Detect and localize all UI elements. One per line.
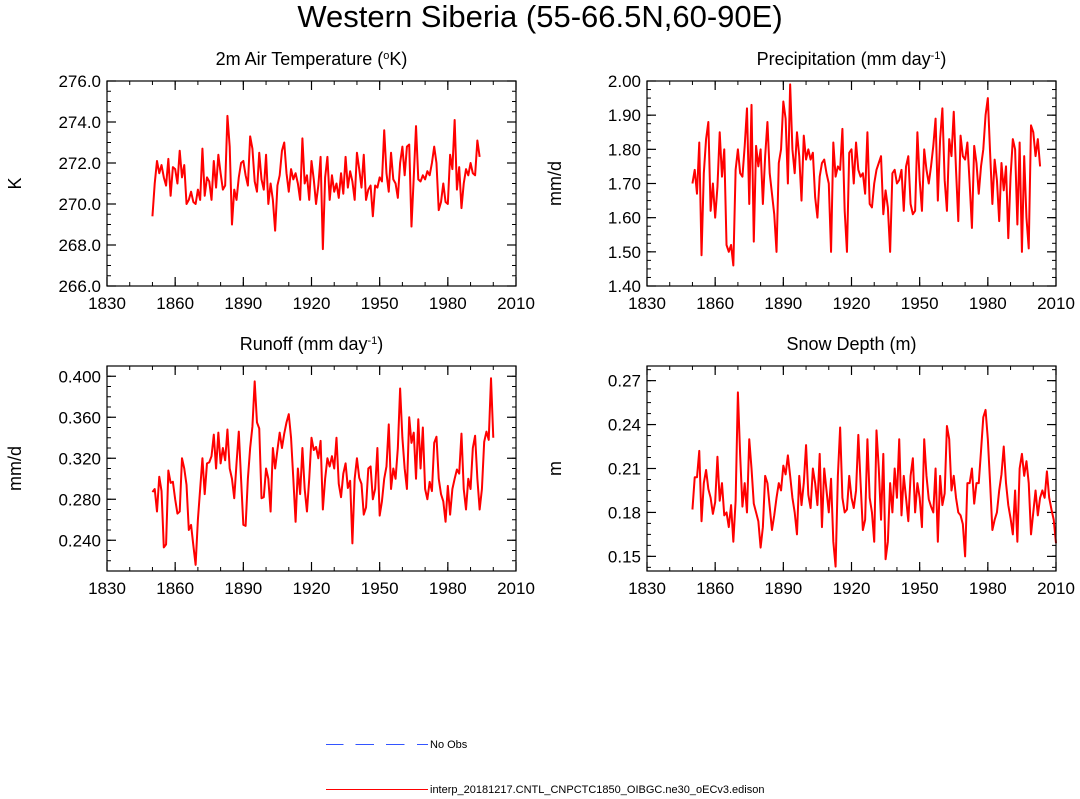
chart-title-main: Snow Depth (m) bbox=[786, 334, 916, 354]
chart-title-sup: -1 bbox=[931, 50, 941, 62]
y-tick-label: 266.0 bbox=[58, 277, 101, 296]
chart-precipitation: Precipitation (mm day-1) mm/d 1830 1860 1890… bbox=[545, 49, 1075, 313]
x-tick-label: 1890 bbox=[224, 579, 262, 598]
x-tick-label: 1860 bbox=[156, 579, 194, 598]
chart-air-temperature: 2m Air Temperature (oK) K 1830 1860 1890 1920… bbox=[5, 49, 535, 313]
page-title: Western Siberia (55-66.5N,60-90E) bbox=[297, 0, 783, 34]
x-tick-label: 1920 bbox=[293, 294, 331, 313]
plot-frame bbox=[106, 80, 517, 287]
x-tick-label: 1830 bbox=[628, 579, 666, 598]
x-tick-label: 1920 bbox=[833, 579, 871, 598]
x-tick-label: 1980 bbox=[969, 579, 1007, 598]
chart-title-main: Runoff (mm day bbox=[240, 334, 368, 354]
x-tick-label: 2010 bbox=[497, 579, 535, 598]
y-tick-label: 0.360 bbox=[58, 408, 101, 427]
chart-title-end: K) bbox=[389, 49, 407, 69]
legend-dashed-line bbox=[326, 744, 428, 745]
x-tick-label: 1920 bbox=[833, 294, 871, 313]
y-tick-label: 274.0 bbox=[58, 113, 101, 132]
y-tick-label: 0.24 bbox=[608, 416, 641, 435]
x-tick-label: 1980 bbox=[969, 294, 1007, 313]
chart-title-sup: -1 bbox=[367, 335, 377, 347]
x-tick-label: 1890 bbox=[764, 294, 802, 313]
y-tick-label: 1.60 bbox=[608, 209, 641, 228]
chart-runoff: Runoff (mm day-1) mm/d 1830 1860 1890 1920 195… bbox=[5, 334, 535, 598]
y-axis-label: m bbox=[545, 461, 565, 476]
y-tick-label: 1.50 bbox=[608, 243, 641, 262]
plot-frame bbox=[106, 365, 517, 572]
y-tick-label: 1.40 bbox=[608, 277, 641, 296]
y-tick-label: 0.240 bbox=[58, 531, 101, 550]
x-tick-label: 1890 bbox=[764, 579, 802, 598]
y-tick-label: 2.00 bbox=[608, 72, 641, 91]
x-tick-label: 1980 bbox=[429, 579, 467, 598]
y-tick-label: 0.21 bbox=[608, 460, 641, 479]
plot-frame bbox=[646, 80, 1057, 287]
x-tick-label: 1830 bbox=[88, 294, 126, 313]
y-axis-label: mm/d bbox=[545, 161, 565, 206]
x-tick-label: 1860 bbox=[696, 294, 734, 313]
x-tick-label: 1830 bbox=[628, 294, 666, 313]
y-tick-label: 0.27 bbox=[608, 372, 641, 391]
legend-entry-no-obs: No Obs bbox=[326, 738, 706, 752]
y-tick-label: 1.70 bbox=[608, 175, 641, 194]
x-tick-label: 1950 bbox=[361, 579, 399, 598]
legend-solid-line bbox=[326, 789, 428, 790]
x-tick-label: 1980 bbox=[429, 294, 467, 313]
y-axis-label: K bbox=[5, 177, 25, 189]
chart-title-main: Precipitation (mm day bbox=[757, 49, 931, 69]
series-line-model bbox=[151, 377, 495, 566]
chart-title-end: ) bbox=[377, 334, 383, 354]
legend-label-model: interp_20181217.CNTL_CNPCTC1850_OIBGC.ne… bbox=[430, 784, 765, 796]
x-tick-label: 1890 bbox=[224, 294, 262, 313]
x-tick-label: 1860 bbox=[696, 579, 734, 598]
legend: No Obs interp_20181217.CNTL_CNPCTC1850_O… bbox=[0, 720, 1080, 799]
y-tick-label: 276.0 bbox=[58, 72, 101, 91]
y-tick-label: 0.18 bbox=[608, 503, 641, 522]
legend-label-no-obs: No Obs bbox=[430, 739, 468, 751]
x-tick-label: 1950 bbox=[361, 294, 399, 313]
x-tick-label: 1920 bbox=[293, 579, 331, 598]
chart-title: Precipitation (mm day-1) bbox=[757, 49, 947, 69]
y-tick-label: 1.80 bbox=[608, 140, 641, 159]
x-tick-label: 2010 bbox=[1037, 294, 1075, 313]
y-axis-label: mm/d bbox=[5, 446, 25, 491]
x-tick-label: 2010 bbox=[497, 294, 535, 313]
legend-entry-model: interp_20181217.CNTL_CNPCTC1850_OIBGC.ne… bbox=[326, 783, 886, 797]
x-tick-label: 1950 bbox=[901, 294, 939, 313]
series-line-model bbox=[691, 83, 1042, 267]
y-tick-label: 268.0 bbox=[58, 236, 101, 255]
y-tick-label: 1.90 bbox=[608, 106, 641, 125]
y-tick-label: 270.0 bbox=[58, 195, 101, 214]
x-tick-label: 1860 bbox=[156, 294, 194, 313]
series-line-model bbox=[691, 391, 1057, 568]
y-tick-label: 0.280 bbox=[58, 490, 101, 509]
y-tick-label: 0.15 bbox=[608, 547, 641, 566]
y-tick-label: 272.0 bbox=[58, 154, 101, 173]
y-tick-label: 0.400 bbox=[58, 367, 101, 386]
chart-title-main: 2m Air Temperature ( bbox=[216, 49, 384, 69]
plot-frame bbox=[646, 365, 1057, 572]
chart-title-sup: o bbox=[383, 50, 389, 62]
chart-snow-depth: Snow Depth (m) m 1830 1860 1890 1920 1950 1980 2… bbox=[545, 334, 1075, 598]
x-tick-label: 1830 bbox=[88, 579, 126, 598]
x-tick-label: 1950 bbox=[901, 579, 939, 598]
chart-title: Runoff (mm day-1) bbox=[240, 334, 384, 354]
series-line-model bbox=[151, 114, 481, 251]
y-tick-label: 0.320 bbox=[58, 449, 101, 468]
chart-title: Snow Depth (m) bbox=[786, 334, 916, 354]
x-tick-label: 2010 bbox=[1037, 579, 1075, 598]
chart-title: 2m Air Temperature (oK) bbox=[216, 49, 408, 69]
chart-title-end: ) bbox=[940, 49, 946, 69]
